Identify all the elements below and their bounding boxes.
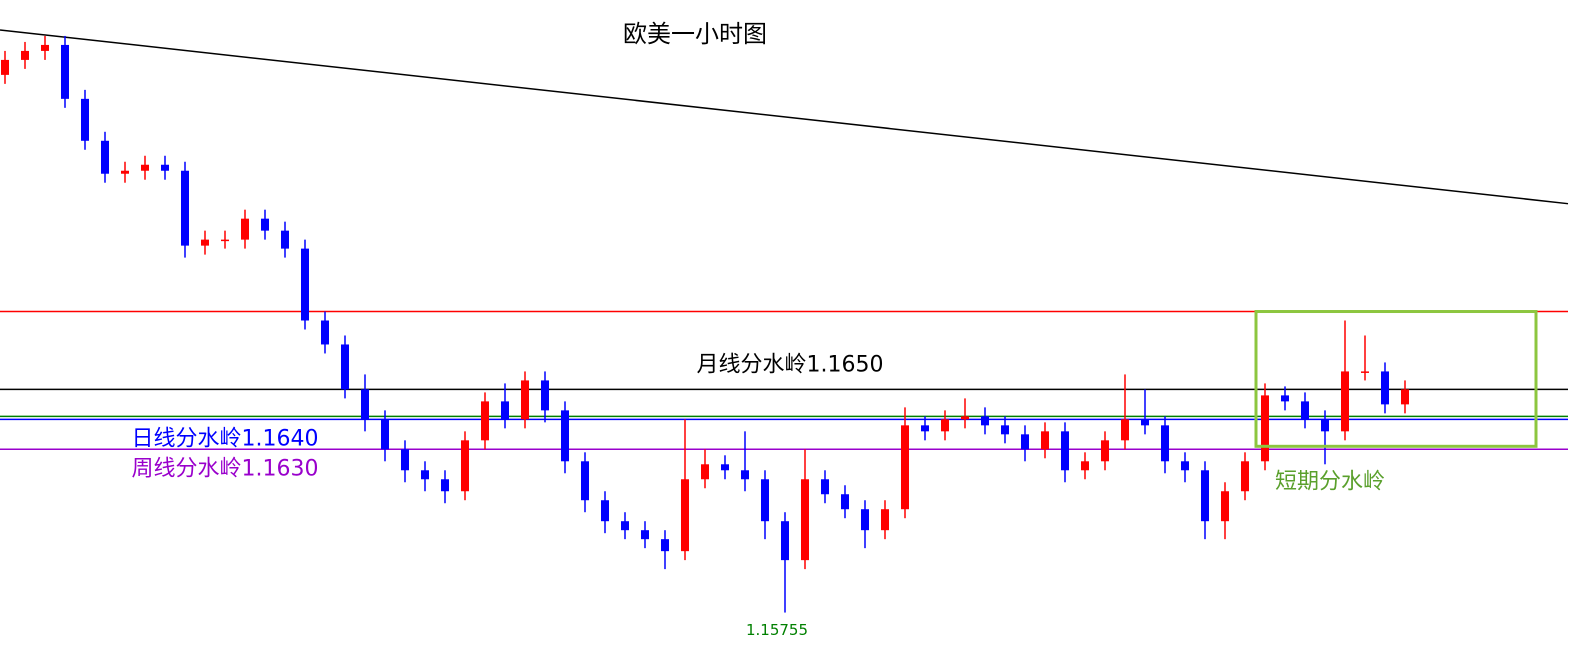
candle-body — [681, 479, 689, 552]
candle-body — [961, 416, 969, 420]
candle-body — [201, 239, 209, 246]
candle-body — [901, 425, 909, 510]
candle-body — [1281, 395, 1289, 402]
candle-body — [1361, 371, 1369, 373]
candle-body — [541, 380, 549, 411]
candle-body — [161, 164, 169, 171]
candle-body — [741, 470, 749, 480]
level-label: 周线分水岭1.1630 — [132, 456, 319, 481]
candle-body — [101, 140, 109, 174]
candle-body — [1301, 401, 1309, 420]
candle-body — [361, 389, 369, 420]
candle-body — [1121, 419, 1129, 441]
chart-title: 欧美一小时图 — [623, 20, 767, 48]
level-label: 日线分水岭1.1640 — [132, 426, 319, 451]
candle-body — [661, 539, 669, 552]
candle-body — [81, 98, 89, 141]
candle-body — [581, 461, 589, 501]
candle-body — [401, 449, 409, 471]
candle-body — [241, 218, 249, 240]
candle-body — [921, 425, 929, 432]
candle-body — [621, 521, 629, 531]
candle-body — [1261, 395, 1269, 462]
candle-body — [801, 479, 809, 561]
candle-body — [481, 401, 489, 441]
candle-body — [1001, 425, 1009, 435]
candle-body — [1, 59, 9, 75]
candle-body — [221, 239, 229, 242]
candle-body — [1201, 470, 1209, 522]
zone-label: 短期分水岭 — [1275, 469, 1385, 494]
low-label: 1.15755 — [746, 621, 808, 639]
candle-body — [1221, 491, 1229, 522]
candle-body — [1141, 419, 1149, 426]
candle-body — [61, 44, 69, 99]
candle-body — [1081, 461, 1089, 471]
candle-body — [281, 230, 289, 249]
candle-body — [441, 479, 449, 492]
candle-body — [181, 170, 189, 246]
candle-body — [41, 44, 49, 51]
candle-body — [781, 521, 789, 561]
candle-body — [261, 218, 269, 231]
candle-body — [861, 509, 869, 531]
candle-body — [1021, 434, 1029, 450]
candle-body — [761, 479, 769, 522]
candle-body — [1381, 371, 1389, 405]
candle-body — [1161, 425, 1169, 462]
candle-body — [561, 410, 569, 462]
candle-body — [1341, 371, 1349, 432]
trendline — [0, 29, 1569, 205]
candle-body — [341, 344, 349, 390]
candle-body — [1101, 440, 1109, 462]
candle-body — [601, 500, 609, 522]
zone-box — [1254, 310, 1538, 448]
candle-body — [1061, 431, 1069, 471]
candle-body — [121, 170, 129, 174]
candle-body — [301, 248, 309, 321]
candle-body — [881, 509, 889, 531]
candle-body — [1041, 431, 1049, 450]
candle-body — [21, 50, 29, 60]
candle-body — [721, 464, 729, 471]
candle-body — [321, 320, 329, 345]
candle-body — [381, 419, 389, 450]
candle-body — [1181, 461, 1189, 471]
candle-body — [1321, 419, 1329, 432]
candle-body — [641, 530, 649, 540]
candle-body — [1241, 461, 1249, 492]
level-label: 月线分水岭1.1650 — [697, 352, 884, 377]
candle-body — [501, 401, 509, 420]
candle-body — [461, 440, 469, 492]
candle-body — [1401, 389, 1409, 405]
candle-body — [141, 164, 149, 171]
candle-body — [521, 380, 529, 420]
candle-body — [421, 470, 429, 480]
candle-body — [941, 419, 949, 432]
candle-body — [701, 464, 709, 480]
candle-body — [981, 416, 989, 426]
candle-body — [841, 494, 849, 510]
candle-body — [821, 479, 829, 495]
